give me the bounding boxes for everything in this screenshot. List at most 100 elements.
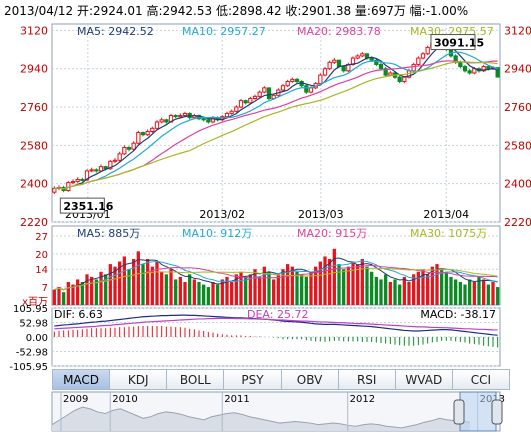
volume-bar [183,282,187,305]
tab-cci[interactable]: CCI [451,369,510,390]
quote-summary: 2013/04/12 开:2924.01 高:2942.53 低:2898.42… [4,4,469,18]
volume-bar [76,279,80,305]
volume-bar [160,271,164,305]
volume-bar [356,264,360,305]
volume-bar [416,271,420,305]
candle-body [252,95,258,100]
volume-bar [477,276,481,305]
candle-body [420,53,426,59]
volume-bar [384,274,388,305]
tab-rsi[interactable]: RSI [337,369,395,390]
macd-tick: 52.98 [19,318,48,329]
macd-panel: 105.95 52.98 0.00 -52.98 -105.95 DIF: 6.63 DEA… [9,304,501,373]
candle-body [154,121,160,129]
volume-bar [202,284,206,305]
overview-selection-window [459,391,497,432]
candle-body [243,100,248,104]
candle-body [266,87,272,100]
volume-bar [192,279,196,305]
volume-bar [398,284,402,305]
volume-bar [472,282,476,305]
price-ma-line [54,44,498,190]
volume-bar [482,279,486,305]
tab-psy[interactable]: PSY [223,369,281,390]
candle-body [126,146,132,150]
volume-bar [463,284,467,305]
volume-bar [94,279,98,305]
volume-bar [342,269,346,305]
volume-bar [351,261,355,305]
price-tick-left: 2220 [20,216,48,229]
low-annotation: 2351.16 [63,200,113,213]
tab-wvad[interactable]: WVAD [394,369,452,390]
candle-body [388,72,393,76]
volume-bar [309,271,313,305]
volume-bar [486,284,490,305]
volume-bar [337,264,341,305]
price-tick-right: 2580 [504,139,531,152]
candle-body [467,70,472,74]
volume-bar [286,264,290,305]
high-annotation-box [430,34,476,51]
candle-body [131,142,136,150]
candle-body [112,159,118,162]
high-annotation: 3091.15 [434,37,484,50]
volume-bar [379,279,383,305]
tab-boll[interactable]: BOLL [166,369,224,390]
candle-body [308,87,314,93]
volume-bar [402,276,406,305]
candle-body [98,166,104,172]
candle-body [481,66,486,72]
volume-bar [300,274,304,305]
candle-body [322,68,328,76]
volume-bar [295,271,299,305]
candle-body [75,178,80,183]
candle-body [89,169,94,172]
volume-ma-label: MA10: 912万 [182,227,252,240]
price-tick-left: 2760 [20,101,48,114]
volume-bar [52,289,56,305]
volume-bar [197,282,201,305]
volume-bar [122,256,126,305]
volume-bar [104,274,108,305]
volume-bar [164,274,168,305]
volume-bar [276,274,280,305]
volume-bar [468,279,472,305]
candle-body [173,115,178,118]
volume-bar [258,276,262,305]
candle-body [327,61,332,70]
price-tick-right: 3120 [504,24,531,37]
volume-bar [244,276,248,305]
tab-kdj[interactable]: KDJ [109,369,167,390]
volume-ma-label: MA30: 1075万 [410,227,487,240]
price-ma-label: MA20: 2983.78 [297,25,381,38]
tab-obv[interactable]: OBV [280,369,338,390]
volume-bar [426,274,430,305]
candle-body [486,66,491,70]
volume-ma-label: MA20: 915万 [297,227,367,240]
macd-tick: -105.95 [9,362,48,373]
volume-bar [281,269,285,305]
price-x-label: 2013/02 [199,208,245,221]
candle-body [140,132,146,136]
volume-bar [393,279,397,305]
candle-body [336,59,342,68]
candle-body [397,76,402,82]
macd-value-label: MACD: -38.17 [420,308,496,321]
volume-bar [267,271,271,305]
candle-body [495,67,500,78]
volume-bar [435,264,439,305]
volume-tick: 7 [42,283,48,294]
overview-year-label: 2009 [63,394,88,405]
candle-body [182,112,188,117]
volume-bar [85,274,89,305]
price-plot-frame [51,23,501,223]
tab-macd[interactable]: MACD [52,369,110,390]
volume-bar [360,259,364,305]
candle-body [229,110,234,114]
volume-bar [253,269,257,305]
volume-bar [150,266,154,305]
price-tick-left: 2940 [20,63,48,76]
price-tick-right: 2940 [504,63,531,76]
